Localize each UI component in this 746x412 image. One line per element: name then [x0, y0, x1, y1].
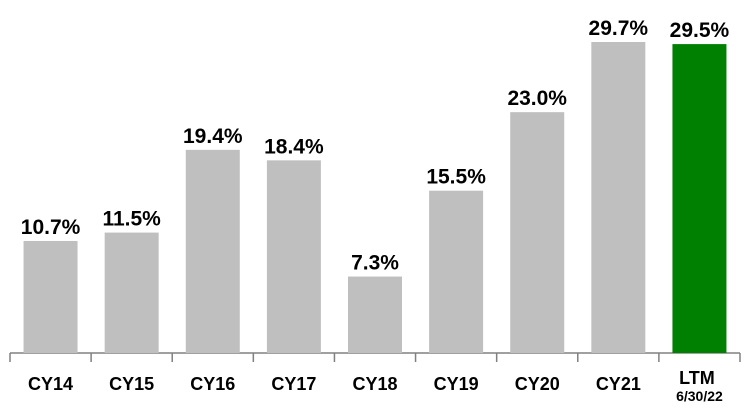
bar: [23, 240, 78, 353]
x-tick-label: CY15: [109, 374, 154, 394]
label-line: LTM: [679, 368, 720, 388]
label-line: 6/30/22: [676, 388, 723, 404]
x-tick-label: CY21: [596, 374, 641, 394]
value-label: 7.3%: [351, 252, 399, 275]
value-label: 29.7%: [589, 17, 649, 40]
x-tick-label: CY19: [434, 374, 479, 394]
x-tick-label: CY18: [352, 374, 397, 394]
bar: [348, 276, 402, 353]
value-label: 29.5%: [670, 19, 730, 42]
bar: [429, 190, 484, 353]
x-tick-label: CY16: [190, 374, 235, 394]
bar: [104, 232, 159, 353]
value-label: 10.7%: [21, 216, 81, 239]
x-tick-label: CY17: [271, 374, 316, 394]
value-label: 15.5%: [426, 166, 486, 189]
bar: [672, 44, 727, 354]
bar: [266, 160, 321, 353]
value-label: 19.4%: [183, 125, 243, 148]
value-label: 23.0%: [507, 87, 567, 110]
bar: [185, 149, 240, 353]
x-tick-label: CY14: [28, 374, 73, 394]
bar: [510, 112, 565, 353]
x-tick-label: CY20: [515, 374, 560, 394]
x-tick-label: LTM 6/30/22: [676, 368, 723, 404]
value-label: 11.5%: [102, 208, 161, 231]
bar: [591, 42, 646, 353]
value-label: 18.4%: [264, 135, 324, 158]
